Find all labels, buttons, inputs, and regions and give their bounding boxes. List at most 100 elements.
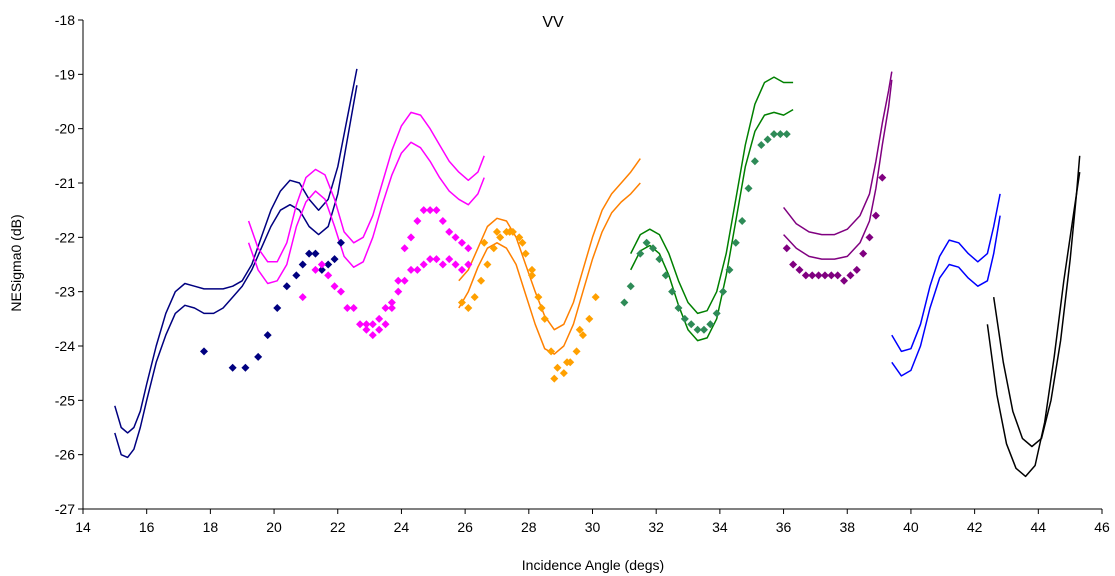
data-point bbox=[381, 320, 390, 329]
data-point bbox=[406, 233, 415, 242]
data-point bbox=[795, 265, 804, 274]
data-point bbox=[362, 325, 371, 334]
series-line-1 bbox=[114, 85, 358, 459]
data-point bbox=[426, 206, 435, 215]
data-point bbox=[394, 276, 403, 285]
data-point bbox=[852, 265, 861, 274]
data-point bbox=[419, 206, 428, 215]
data-point bbox=[661, 271, 670, 280]
data-point bbox=[464, 303, 473, 312]
data-point bbox=[241, 363, 250, 372]
data-point bbox=[750, 157, 759, 166]
series-markers-15 bbox=[298, 206, 473, 329]
data-point bbox=[492, 227, 501, 236]
data-point bbox=[865, 233, 874, 242]
data-point bbox=[330, 282, 339, 291]
data-point bbox=[859, 249, 868, 258]
y-tick-label: -18 bbox=[55, 12, 75, 28]
data-point bbox=[387, 298, 396, 307]
series-line-6 bbox=[630, 76, 794, 315]
data-point bbox=[480, 238, 489, 247]
series-line-12 bbox=[992, 155, 1081, 448]
data-point bbox=[200, 347, 209, 356]
data-point bbox=[738, 217, 747, 226]
data-point bbox=[419, 260, 428, 269]
x-tick-label: 40 bbox=[903, 519, 919, 535]
series-line-10 bbox=[891, 193, 1001, 353]
y-tick-label: -22 bbox=[55, 229, 75, 245]
y-tick-label: -21 bbox=[55, 175, 75, 191]
data-point bbox=[770, 130, 779, 139]
data-point bbox=[438, 260, 447, 269]
data-point bbox=[273, 303, 282, 312]
series-line-11 bbox=[891, 215, 1001, 377]
data-point bbox=[572, 347, 581, 356]
series-markers-14 bbox=[200, 238, 345, 372]
data-point bbox=[801, 271, 810, 280]
data-point bbox=[563, 358, 572, 367]
y-tick-label: -27 bbox=[55, 501, 75, 517]
series-line-3 bbox=[247, 141, 485, 285]
data-point bbox=[356, 320, 365, 329]
series-line-2 bbox=[247, 111, 485, 263]
data-point bbox=[550, 374, 559, 383]
y-tick-label: -25 bbox=[55, 392, 75, 408]
data-point bbox=[827, 271, 836, 280]
data-point bbox=[814, 271, 823, 280]
data-point bbox=[808, 271, 817, 280]
data-point bbox=[324, 271, 333, 280]
data-point bbox=[413, 217, 422, 226]
data-point bbox=[375, 325, 384, 334]
data-point bbox=[263, 331, 272, 340]
data-point bbox=[521, 249, 530, 258]
data-point bbox=[336, 287, 345, 296]
data-point bbox=[878, 173, 887, 182]
data-point bbox=[375, 314, 384, 323]
data-point bbox=[311, 265, 320, 274]
data-point bbox=[489, 244, 498, 253]
x-tick-label: 28 bbox=[521, 519, 537, 535]
data-point bbox=[559, 369, 568, 378]
series-line-13 bbox=[986, 171, 1081, 478]
data-point bbox=[719, 287, 728, 296]
data-point bbox=[496, 233, 505, 242]
y-tick-label: -19 bbox=[55, 66, 75, 82]
data-point bbox=[305, 249, 314, 258]
x-tick-label: 18 bbox=[203, 519, 219, 535]
data-point bbox=[254, 352, 263, 361]
data-point bbox=[413, 265, 422, 274]
data-point bbox=[833, 271, 842, 280]
x-tick-label: 26 bbox=[457, 519, 473, 535]
data-point bbox=[445, 227, 454, 236]
data-point bbox=[400, 276, 409, 285]
y-tick-label: -24 bbox=[55, 338, 75, 354]
data-point bbox=[394, 287, 403, 296]
data-point bbox=[725, 265, 734, 274]
data-point bbox=[362, 320, 371, 329]
data-point bbox=[626, 282, 635, 291]
x-tick-label: 34 bbox=[712, 519, 728, 535]
data-point bbox=[483, 260, 492, 269]
data-point bbox=[298, 293, 307, 302]
series-group bbox=[114, 68, 1081, 478]
series-markers-18 bbox=[480, 227, 584, 383]
data-point bbox=[518, 238, 527, 247]
series-line-5 bbox=[458, 182, 641, 355]
data-point bbox=[311, 249, 320, 258]
data-point bbox=[292, 271, 301, 280]
data-point bbox=[553, 363, 562, 372]
x-tick-label: 24 bbox=[394, 519, 410, 535]
data-point bbox=[846, 271, 855, 280]
data-point bbox=[757, 140, 766, 149]
data-point bbox=[349, 303, 358, 312]
series-line-8 bbox=[783, 71, 893, 236]
data-point bbox=[228, 363, 237, 372]
data-point bbox=[432, 206, 441, 215]
data-point bbox=[457, 265, 466, 274]
data-point bbox=[668, 287, 677, 296]
series-markers-16 bbox=[362, 255, 473, 340]
data-point bbox=[527, 271, 536, 280]
data-point bbox=[674, 303, 683, 312]
